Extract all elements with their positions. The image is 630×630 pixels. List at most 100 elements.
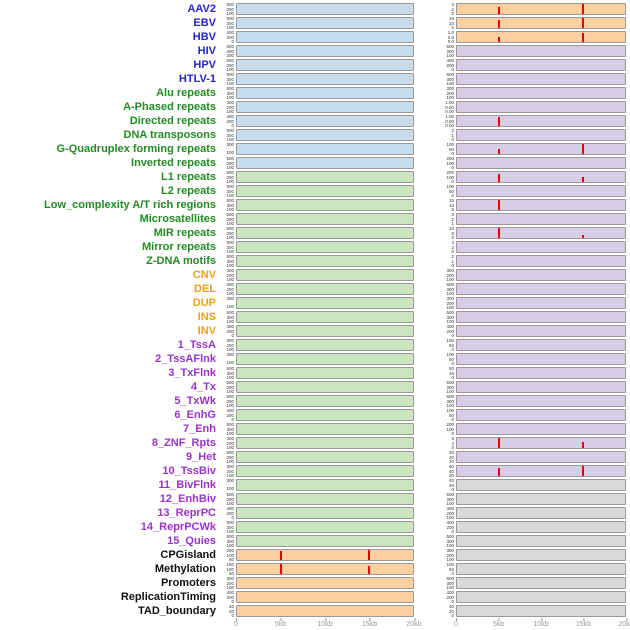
track-row: 9_Het 500 300 100 30 20 10 [2,450,630,464]
left-y-axis: 500 300 100 [222,534,236,547]
y-tick-label: 100 [226,473,234,478]
y-tick-label: 100 [226,552,234,558]
right-panel [456,591,626,603]
y-tick-label: 2 [451,6,454,12]
right-y-axis: 300 200 100 [440,548,456,561]
track-row: CPGisland 200 100 50 300 200 100 [2,548,630,562]
left-panel [236,339,414,351]
track-label: HTLV-1 [178,72,216,85]
track-label: HIV [197,44,216,57]
right-panel [456,241,626,253]
y-tick-label: 300 [226,314,234,320]
y-tick-label: 100 [226,431,234,436]
track-label: 4_Tx [190,380,216,393]
y-tick-label: 100 [226,403,234,408]
left-y-axis: 150 100 50 [222,562,236,575]
y-tick-label: 0 [451,11,454,16]
y-tick-label: 100 [446,53,454,58]
right-y-axis: 500 300 100 [440,394,456,407]
y-tick-label: 0 [231,123,234,128]
right-panel [456,283,626,295]
y-tick-label: 300 [226,478,234,483]
y-tick-label: 300 [446,398,454,404]
x-tick-label: 5kb [274,618,287,628]
right-panel [456,521,626,533]
y-tick-label: 200 [446,510,454,516]
y-tick-label: 200 [446,272,454,278]
track-row: Alu repeats 500 300 100 300 200 100 [2,86,630,100]
y-tick-label: 100 [226,485,234,491]
left-panel [236,451,414,463]
y-tick-label: 50 [448,412,454,418]
y-tick-label: 200 [226,548,234,553]
right-panel [456,381,626,393]
right-y-axis: 500 300 100 [440,72,456,85]
y-tick-label: 1.00 [445,114,454,119]
y-tick-label: 300 [226,90,234,96]
y-tick-label: 500 [226,184,234,189]
y-tick-label: 100 [226,375,234,380]
left-y-axis: 500 300 100 [222,170,236,183]
y-tick-label: 300 [226,496,234,502]
y-tick-label: 300 [226,258,234,264]
right-panel [456,535,626,547]
y-tick-label: 100 [226,566,234,572]
track-label: MIR repeats [153,226,216,239]
y-tick-label: 100 [446,142,454,147]
y-tick-label: 0 [451,487,454,492]
y-tick-label: 20 [448,473,454,478]
column-gap [414,115,440,127]
track-row: 4_Tx 500 300 100 500 300 100 [2,380,630,394]
left-y-axis: 300 200 100 [222,282,236,295]
y-tick-label: 10 [448,226,454,231]
y-tick-label: 300 [226,464,234,469]
track-label: HPV [193,58,216,71]
y-tick-label: 100 [226,235,234,240]
column-gap [414,283,440,295]
left-y-axis: 500 300 100 [222,128,236,141]
y-tick-label: 300 [226,384,234,390]
column-gap [414,17,440,29]
right-y-axis: 400 200 0 [440,58,456,71]
y-tick-label: 0 [451,137,454,142]
left-y-axis: 400 200 0 [222,30,236,43]
track-row: MIR repeats 500 300 100 10 5 0 [2,226,630,240]
track-label: 9_Het [186,450,216,463]
y-tick-label: 40 [448,468,454,474]
y-tick-label: 200 [226,440,234,446]
left-y-axis: 500 300 100 [222,226,236,240]
right-panel [456,17,626,29]
enrichment-spike [582,466,584,476]
right-panel [456,199,626,211]
y-tick-label: 300 [226,426,234,432]
y-tick-label: 50 [448,356,454,362]
y-tick-label: 0 [231,515,234,520]
y-tick-label: 0.0 [447,39,454,44]
y-tick-label: 100 [446,338,454,343]
column-gap [414,465,440,477]
y-tick-label: 0 [451,249,454,254]
track-row: 11_BivFlnk 300 100 40 20 0 [2,478,630,492]
y-tick-label: 100 [226,389,234,394]
track-row: 7_Enh 500 300 100 200 100 0 [2,422,630,436]
y-tick-label: 1 [451,258,454,264]
left-y-axis: 400 200 0 [222,324,236,337]
left-y-axis: 500 300 100 [222,492,236,505]
y-tick-label: 100 [226,165,234,170]
left-panel [236,437,414,449]
y-tick-label: 100 [226,25,234,30]
y-tick-label: 200 [446,170,454,175]
track-label: Inverted repeats [131,156,216,169]
y-tick-label: 300 [226,454,234,460]
enrichment-spike [498,7,500,14]
left-panel [236,311,414,323]
column-gap [414,199,440,211]
track-row: CNV 300 200 100 300 200 100 [2,268,630,282]
right-panel [456,143,626,155]
y-tick-label: 100 [226,303,234,309]
left-panel [236,493,414,505]
right-panel [456,577,626,589]
y-tick-label: 300 [226,160,234,166]
column-gap [414,297,440,309]
